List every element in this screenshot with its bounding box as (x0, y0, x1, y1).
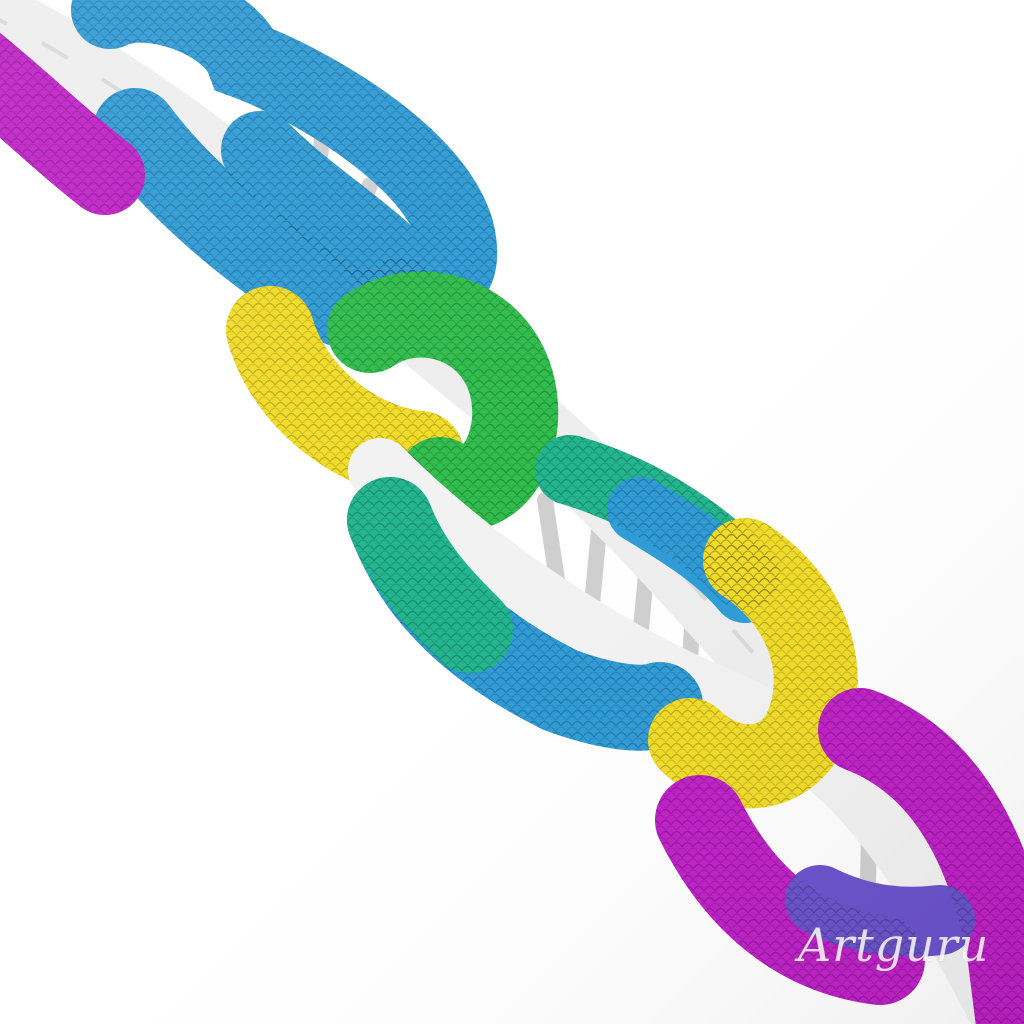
strand-segment-blue-upper (71, 0, 498, 352)
watermark: Artguru (798, 918, 990, 972)
